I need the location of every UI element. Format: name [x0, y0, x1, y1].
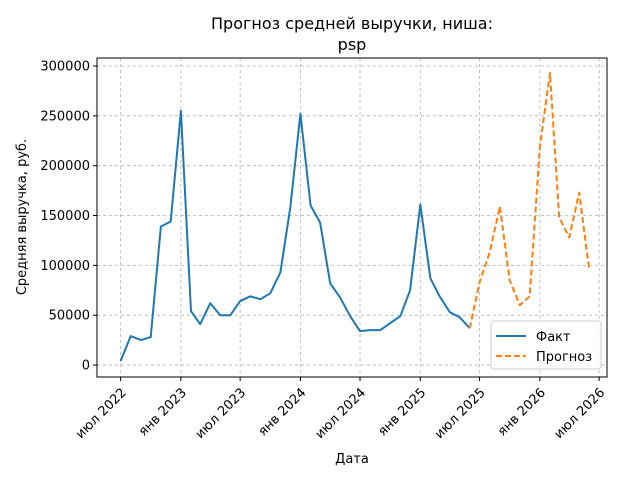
- y-tick-label: 200000: [40, 159, 90, 174]
- x-tick-label: июл 2023: [193, 385, 250, 442]
- grid: [97, 58, 607, 377]
- x-tick-label: янв 2025: [375, 385, 429, 439]
- y-axis-label: Средняя выручка, руб.: [15, 139, 30, 295]
- legend-label-fact: Факт: [536, 330, 571, 345]
- y-tick-label: 250000: [40, 109, 90, 124]
- legend: Факт Прогноз: [490, 320, 602, 370]
- x-tick-label: янв 2026: [495, 385, 549, 439]
- series-line-fact: [119, 109, 471, 362]
- x-tick-label: июл 2025: [432, 385, 489, 442]
- x-axis: июл 2022 янв 2023 июл 2023 янв 2024 июл 2024…: [73, 377, 608, 442]
- x-tick-label: июл 2024: [313, 385, 370, 442]
- x-tick-label: янв 2023: [136, 385, 190, 439]
- y-tick-label: 150000: [40, 209, 90, 224]
- plot-frame: [96, 57, 608, 378]
- y-axis: 0 50000 100000 150000 200000 250000 300000: [40, 59, 97, 374]
- y-tick-label: 50000: [49, 309, 90, 324]
- series-line-forecast: [468, 72, 591, 329]
- chart-title-line-2: psp: [338, 35, 367, 54]
- y-tick-label: 0: [82, 359, 90, 374]
- x-tick-label: июл 2026: [552, 385, 609, 442]
- chart-title-line-1: Прогноз средней выручки, ниша:: [211, 14, 493, 33]
- x-tick-label: янв 2024: [256, 385, 310, 439]
- y-tick-label: 100000: [40, 259, 90, 274]
- x-axis-label: Дата: [335, 452, 369, 467]
- series-lines: [119, 72, 591, 362]
- y-tick-label: 300000: [40, 59, 90, 74]
- legend-label-forecast: Прогноз: [536, 350, 592, 365]
- x-tick-label: июл 2022: [73, 385, 130, 442]
